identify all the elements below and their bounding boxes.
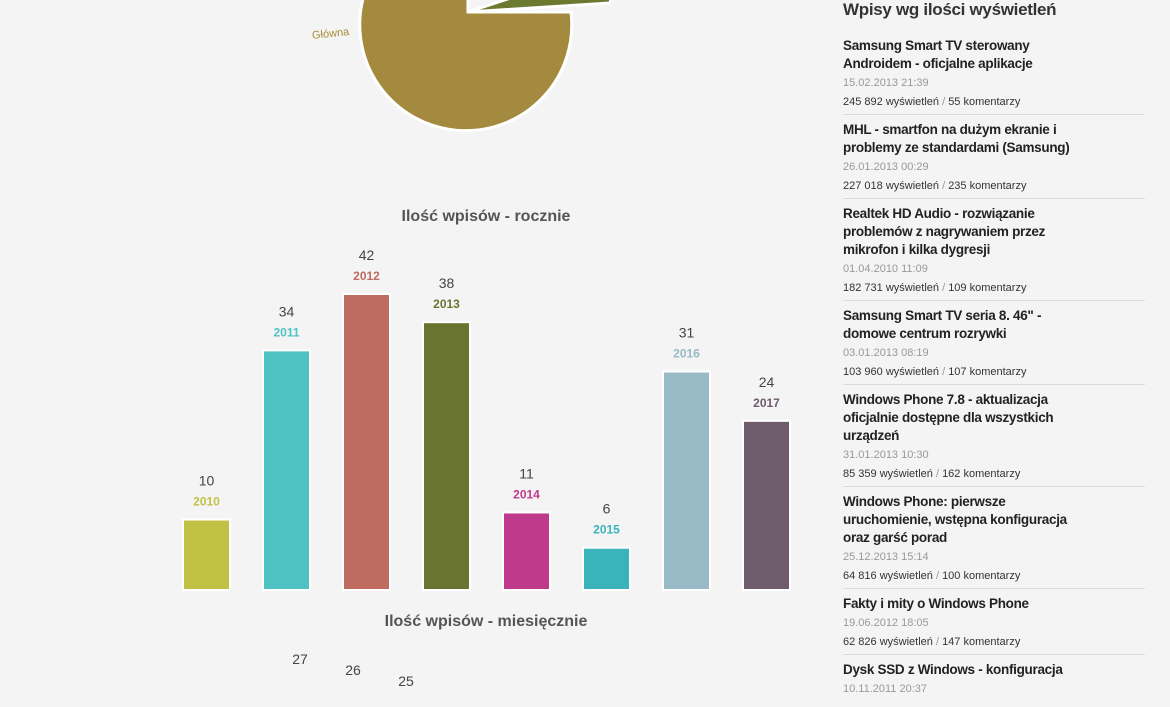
bar-category-label: 2011 [273, 325, 299, 339]
post-date: 25.12.2013 15:14 [843, 551, 929, 563]
bar-value-label: 11 [519, 465, 534, 481]
bar-value-label: 24 [759, 374, 775, 390]
post-date: 03.01.2013 08:19 [843, 347, 929, 359]
bar-category-label: 2016 [673, 347, 700, 361]
pie-slice-minor [467, 0, 613, 14]
post-date: 01.04.2010 11:09 [843, 263, 928, 275]
post-comments: 235 komentarzy [948, 180, 1027, 192]
post-comments: 109 komentarzy [948, 282, 1027, 294]
bar-2010[interactable] [182, 518, 231, 591]
post-item: MHL - smartfon na dużym ekranie i proble… [843, 121, 1145, 199]
monthly-chart-title: Ilość wpisów - miesięcznie [384, 613, 588, 630]
monthly-value-label: 26 [345, 662, 361, 678]
bar-2015[interactable] [582, 546, 631, 592]
post-views: 62 826 wyświetleń [843, 636, 933, 648]
bar-2014[interactable] [502, 511, 551, 592]
bar-category-label: 2015 [593, 523, 620, 537]
stats-separator: / [939, 180, 949, 192]
stats-separator: / [939, 366, 949, 378]
monthly-value-label: 25 [398, 673, 414, 689]
yearly-bar-chart: 2010 10 2011 34 2012 42 2013 38 2014 11 2015 6 2016 3… [182, 247, 791, 592]
bar-2013[interactable] [422, 321, 471, 591]
post-comments: 100 komentarzy [942, 570, 1021, 582]
post-views: 64 816 wyświetleń [843, 570, 933, 582]
post-stats: 103 960 wyświetleń / 107 komentarzy [843, 365, 1145, 379]
bar-value-label: 10 [199, 473, 215, 489]
popular-posts-sidebar: Wpisy wg ilości wyświetleń Samsung Smart… [843, 0, 1145, 707]
post-comments: 55 komentarzy [948, 96, 1021, 108]
post-item: Samsung Smart TV seria 8. 46" - domowe c… [843, 307, 1145, 385]
popular-posts-list: Samsung Smart TV sterowany Androidem - o… [843, 37, 1145, 701]
post-comments: 107 komentarzy [948, 366, 1027, 378]
post-title-link[interactable]: Windows Phone: pierwsze uruchomienie, ws… [843, 494, 1067, 545]
post-comments: 147 komentarzy [942, 636, 1021, 648]
post-item: Fakty i mity o Windows Phone 19.06.2012 1… [843, 595, 1145, 655]
post-item: Realtek HD Audio - rozwiązanie problemów… [843, 205, 1145, 301]
post-stats: 64 816 wyświetleń / 100 komentarzy [843, 569, 1145, 583]
stats-separator: / [932, 468, 943, 480]
stats-separator: / [939, 282, 949, 294]
bar-category-label: 2010 [193, 495, 220, 509]
post-views: 227 018 wyświetleń [843, 180, 940, 192]
post-title-link[interactable]: Windows Phone 7.8 - aktualizacja oficjal… [843, 392, 1054, 443]
post-date: 19.06.2012 18:05 [843, 617, 929, 629]
bar-value-label: 42 [359, 247, 375, 263]
bar-category-label: 2013 [433, 297, 460, 311]
post-item: Dysk SSD z Windows - konfiguracja 10.11.2… [843, 661, 1145, 701]
post-title-link[interactable]: Fakty i mity o Windows Phone [843, 596, 1029, 611]
post-date: 10.11.2011 20:37 [843, 683, 928, 695]
post-date: 31.01.2013 10:30 [843, 449, 929, 461]
bar-2016[interactable] [662, 370, 711, 591]
post-item: Windows Phone: pierwsze uruchomienie, ws… [843, 493, 1145, 589]
bar-value-label: 34 [279, 303, 295, 319]
post-stats: 245 892 wyświetleń / 55 komentarzy [843, 95, 1145, 109]
post-comments: 162 komentarzy [942, 468, 1021, 480]
post-item: Samsung Smart TV sterowany Androidem - o… [843, 37, 1145, 115]
post-stats: 182 731 wyświetleń / 109 komentarzy [843, 281, 1145, 295]
stats-separator: / [932, 570, 943, 582]
post-stats: 227 018 wyświetleń / 235 komentarzy [843, 179, 1145, 193]
bar-2017[interactable] [742, 419, 791, 591]
stats-separator: / [932, 636, 943, 648]
post-views: 245 892 wyświetleń [843, 96, 940, 108]
bar-category-label: 2012 [353, 269, 380, 283]
sidebar-title: Wpisy wg ilości wyświetleń [843, 0, 1057, 19]
bar-value-label: 31 [679, 325, 695, 341]
bar-category-label: 2014 [513, 487, 540, 501]
post-views: 182 731 wyświetleń [843, 282, 940, 294]
bar-2012[interactable] [342, 293, 391, 591]
stats-separator: / [939, 96, 949, 108]
bar-value-label: 6 [603, 501, 611, 517]
post-title-link[interactable]: Dysk SSD z Windows - konfiguracja [843, 662, 1063, 677]
post-item: Windows Phone 7.8 - aktualizacja oficjal… [843, 391, 1145, 487]
bar-value-label: 38 [439, 275, 455, 291]
post-title-link[interactable]: Samsung Smart TV seria 8. 46" - domowe c… [843, 308, 1042, 341]
post-title-link[interactable]: Samsung Smart TV sterowany Androidem - o… [843, 38, 1033, 71]
post-title-link[interactable]: MHL - smartfon na dużym ekranie i proble… [843, 122, 1070, 155]
post-date: 26.01.2013 00:29 [843, 161, 929, 173]
monthly-bar-chart: 27 26 25 [292, 651, 414, 689]
pie-chart [358, 0, 613, 133]
post-stats: 62 826 wyświetleń / 147 komentarzy [843, 635, 1145, 649]
bar-category-label: 2017 [753, 396, 780, 410]
post-title-link[interactable]: Realtek HD Audio - rozwiązanie problemów… [843, 206, 1046, 257]
monthly-value-label: 27 [292, 651, 308, 667]
post-stats: 85 359 wyświetleń / 162 komentarzy [843, 467, 1145, 481]
yearly-chart-title: Ilość wpisów - rocznie [401, 208, 571, 225]
post-date: 15.02.2013 21:39 [843, 77, 929, 89]
post-views: 85 359 wyświetleń [843, 468, 933, 480]
pie-slice-main [358, 0, 574, 133]
bar-2011[interactable] [262, 349, 311, 591]
post-views: 103 960 wyświetleń [843, 366, 940, 378]
